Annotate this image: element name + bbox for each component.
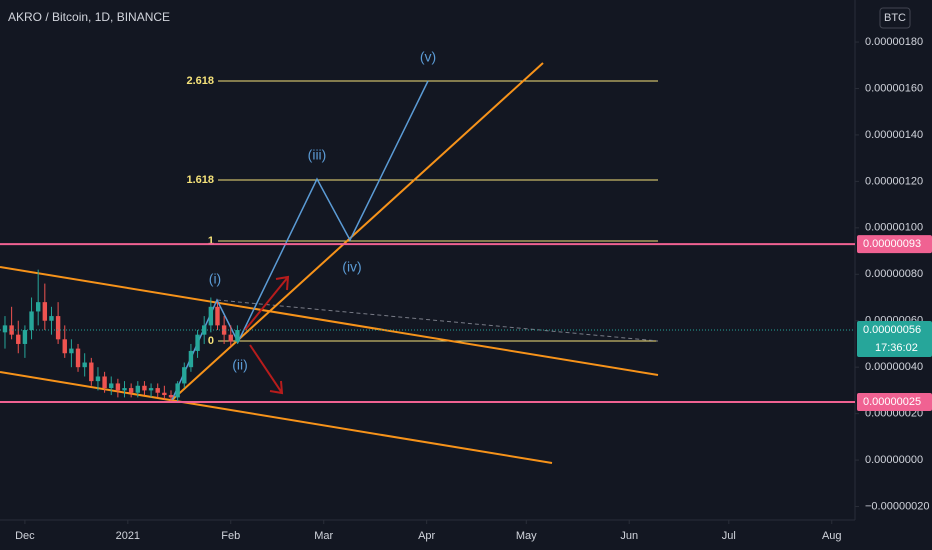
candle-body xyxy=(49,316,54,321)
candle-body xyxy=(69,348,74,354)
trend-line xyxy=(0,266,659,376)
wave-label: (v) xyxy=(420,49,436,65)
y-tick-label: 0.00000000 xyxy=(865,454,923,466)
candle-body xyxy=(82,362,87,368)
candle-body xyxy=(168,395,174,398)
x-tick-label: Aug xyxy=(822,530,842,542)
x-tick-label: Jun xyxy=(620,530,638,542)
candle-body xyxy=(188,350,194,368)
trend-line xyxy=(171,62,544,401)
currency[interactable]: BTC xyxy=(884,12,906,24)
y-tick-label: 0.00000180 xyxy=(865,36,923,48)
level-label: 0.00000025 xyxy=(863,396,921,408)
candle-body xyxy=(35,302,41,312)
y-tick-label: 0.00000040 xyxy=(865,361,923,373)
arrow xyxy=(249,344,284,395)
wave-label: (i) xyxy=(209,271,221,287)
candle-body xyxy=(235,330,240,342)
x-tick-label: May xyxy=(516,530,537,542)
wave-label: (iv) xyxy=(342,259,361,275)
candle-body xyxy=(55,316,61,340)
drawings: 2.618 1.618 1 0 (i) (ii) (iii) (iv) (v) xyxy=(0,49,659,464)
candle-body xyxy=(195,334,200,351)
candle-body xyxy=(221,325,227,335)
candle-body xyxy=(9,325,14,335)
y-tick-label: 0.00000160 xyxy=(865,82,923,94)
candle-body xyxy=(95,376,101,382)
dashed-line xyxy=(216,299,659,342)
candle-body xyxy=(175,383,180,398)
candle-body xyxy=(115,383,121,391)
y-tick-label: 0.00000100 xyxy=(865,222,923,234)
x-tick-label: Feb xyxy=(221,530,240,542)
arrow xyxy=(244,275,290,331)
fib-label: 1 xyxy=(208,235,214,247)
candle-body xyxy=(16,334,21,344)
candle-body xyxy=(208,306,214,326)
candle-body xyxy=(215,306,220,326)
y-tick-label: 0.00000080 xyxy=(865,268,923,280)
x-tick-label: 2021 xyxy=(116,530,140,542)
chart-title: AKRO / Bitcoin, 1D, BINANCE xyxy=(8,10,170,24)
x-tick-label: Dec xyxy=(15,530,35,542)
level-label: 0.00000093 xyxy=(863,238,921,250)
countdown: 17:36:02 xyxy=(875,342,918,354)
fib-label: 0 xyxy=(208,335,214,347)
x-tick-label: Mar xyxy=(314,530,333,542)
candle-body xyxy=(142,385,147,391)
candle-body xyxy=(148,388,154,391)
candle-body xyxy=(228,334,233,342)
level-tag xyxy=(857,393,932,412)
candle-body xyxy=(128,388,134,393)
candle-body xyxy=(29,311,34,331)
candle-body xyxy=(135,385,140,393)
currency-box[interactable] xyxy=(879,7,911,29)
candle-body xyxy=(62,339,67,354)
candle-body xyxy=(109,383,114,389)
candle-body xyxy=(2,325,8,333)
candle-body xyxy=(42,302,48,321)
candle-body xyxy=(89,362,94,382)
candle-body xyxy=(122,388,127,391)
y-tick-label: 0.00000120 xyxy=(865,175,923,187)
x-tick-label: Apr xyxy=(418,530,435,542)
candle-body xyxy=(155,388,160,393)
candle-body xyxy=(162,392,167,396)
y-tick-label: 0.00000140 xyxy=(865,129,923,141)
wave-label: (iii) xyxy=(308,147,327,163)
level-tag xyxy=(857,235,932,254)
last-price-tag xyxy=(857,321,932,358)
candle-body xyxy=(75,348,81,368)
fib-label: 1.618 xyxy=(186,174,214,186)
fib-label: 2.618 xyxy=(186,75,214,87)
wave-label: (ii) xyxy=(232,357,248,373)
candle-body xyxy=(102,376,107,389)
x-tick-label: Jul xyxy=(722,530,736,542)
candle-body xyxy=(182,367,187,384)
y-tick-label: −0.00000020 xyxy=(865,500,930,512)
trend-line xyxy=(0,371,553,464)
candle-body xyxy=(22,330,28,344)
last-price-label: 0.00000056 xyxy=(863,324,921,336)
